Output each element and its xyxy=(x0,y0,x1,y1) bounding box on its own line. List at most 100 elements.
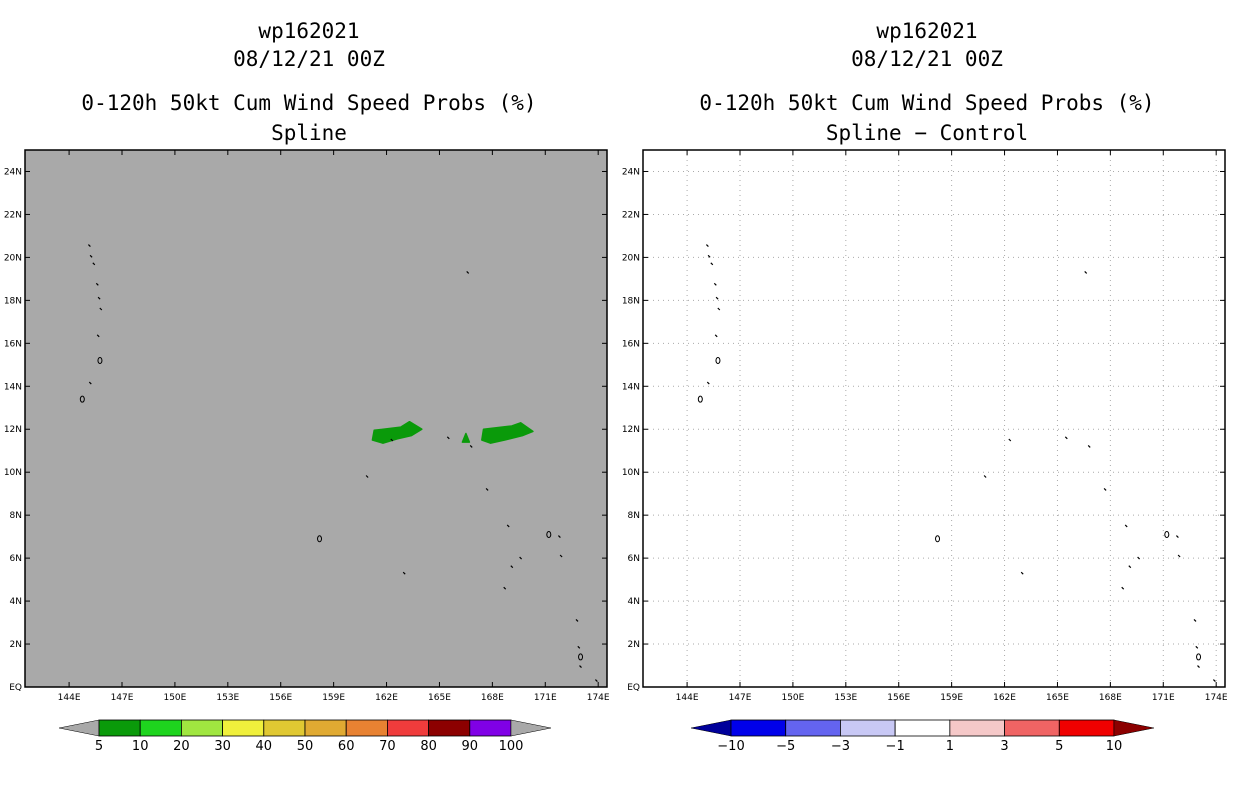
colorbar-label: 1 xyxy=(946,739,954,754)
colorbar-label: 30 xyxy=(214,739,231,754)
lon-label: 165E xyxy=(428,693,451,700)
colorbar-label: 5 xyxy=(1055,739,1063,754)
colorbar-label: 100 xyxy=(499,739,524,754)
island-rota xyxy=(88,381,92,385)
lat-label: 4N xyxy=(628,597,640,607)
colorbar-over-triangle xyxy=(510,719,552,737)
lon-label: 150E xyxy=(781,693,804,700)
right-colorbar: −10 −5 −3 −1 1 3 5 10 xyxy=(690,719,1155,754)
island-pagan xyxy=(715,296,719,300)
lat-label: 6N xyxy=(10,554,22,564)
colorbar-label: −10 xyxy=(717,739,744,754)
colorbar-label: 40 xyxy=(256,739,273,754)
colorbar-box xyxy=(469,719,512,737)
island-alamagan xyxy=(717,307,721,311)
left-probability-map: 144E 147E 150E 153E 156E 159E 162E 165E 168E 171E… xyxy=(4,149,610,700)
lat-label: 12N xyxy=(4,425,22,435)
island-maiana xyxy=(579,665,582,669)
lon-label: 156E xyxy=(887,693,910,700)
island-makin xyxy=(1212,679,1216,683)
lat-label: 14N xyxy=(622,382,640,392)
colorbar-over-triangle xyxy=(1113,719,1155,737)
island-bikini xyxy=(446,436,450,440)
colorbar-label: 10 xyxy=(1106,739,1123,754)
left-subtitle: Spline xyxy=(271,121,347,145)
lon-label: 144E xyxy=(676,693,699,700)
colorbar-under-triangle xyxy=(58,719,100,737)
lat-label: 16N xyxy=(622,339,640,349)
lat-label: 8N xyxy=(10,511,22,521)
prob-region-eastern xyxy=(481,422,534,444)
island-arno xyxy=(1175,535,1179,539)
island-agrihan xyxy=(95,282,99,286)
colorbar-label: 3 xyxy=(1000,739,1008,754)
lon-label: 168E xyxy=(481,693,504,700)
lon-label: 153E xyxy=(834,693,857,700)
island-kosrae xyxy=(1020,571,1024,575)
lat-label: 10N xyxy=(622,468,640,478)
colorbar-box xyxy=(304,719,347,737)
island-tarawa xyxy=(1196,653,1202,661)
lat-label: 18N xyxy=(4,296,22,306)
island-pohnpei xyxy=(935,535,941,543)
lat-label: EQ xyxy=(627,683,640,693)
colorbar-label: 50 xyxy=(297,739,314,754)
prob-region-western xyxy=(371,420,423,444)
island-butaritari xyxy=(575,618,579,622)
island-abaiang xyxy=(577,645,581,649)
lat-label: 14N xyxy=(4,382,22,392)
island-ailinglaplap xyxy=(506,524,510,528)
lat-label: 22N xyxy=(622,210,640,220)
lon-label: 156E xyxy=(269,693,292,700)
island-farallon-de-pajaros xyxy=(705,244,709,248)
island-maug xyxy=(89,254,93,258)
island-enewetak xyxy=(390,438,394,442)
colorbar-label: 5 xyxy=(95,739,103,754)
island-majuro xyxy=(546,530,552,538)
right-difference-map: 144E 147E 150E 153E 156E 159E 162E 165E 168E 171E… xyxy=(622,149,1228,700)
island-abaiang xyxy=(1195,645,1199,649)
island-saipan xyxy=(97,357,103,365)
colorbar-box xyxy=(263,719,306,737)
right-storm-id: wp162021 xyxy=(876,19,978,43)
island-asuncion xyxy=(92,262,96,266)
colorbar-label: −3 xyxy=(831,739,850,754)
island-rongelap xyxy=(1087,444,1091,448)
lat-label: 24N xyxy=(4,167,22,177)
island-farallon-de-pajaros xyxy=(87,244,91,248)
lon-label: 174E xyxy=(587,693,610,700)
island-guam xyxy=(697,395,703,403)
lat-label: 16N xyxy=(4,339,22,349)
left-colorbar: 5 10 20 30 40 50 60 70 80 90 100 xyxy=(58,719,552,754)
colorbar-box xyxy=(1004,719,1060,737)
lat-label: 22N xyxy=(4,210,22,220)
prob-region-small xyxy=(461,432,471,443)
island-saipan xyxy=(715,357,721,365)
island-ailinglaplap xyxy=(1124,524,1128,528)
island-arno xyxy=(557,535,561,539)
lon-label: 174E xyxy=(1205,693,1228,700)
lon-label: 162E xyxy=(375,693,398,700)
island-ebon xyxy=(1121,586,1125,590)
island-enewetak xyxy=(1008,438,1012,442)
lat-label: 12N xyxy=(622,425,640,435)
lat-label: 20N xyxy=(622,253,640,263)
lat-label: 10N xyxy=(4,468,22,478)
lat-label: 24N xyxy=(622,167,640,177)
island-agrihan xyxy=(713,282,717,286)
island-rota xyxy=(706,381,710,385)
island-kosrae xyxy=(402,571,406,575)
lat-label: 2N xyxy=(628,640,640,650)
colorbar-label: −5 xyxy=(776,739,795,754)
map-background xyxy=(643,150,1225,687)
island-anatahan xyxy=(714,334,718,338)
lat-label: 8N xyxy=(628,511,640,521)
lat-label: 2N xyxy=(10,640,22,650)
colorbar-box xyxy=(180,719,223,737)
lon-label: 150E xyxy=(163,693,186,700)
colorbar-label: 70 xyxy=(379,739,396,754)
map-background xyxy=(25,150,607,687)
lat-label: EQ xyxy=(9,683,22,693)
colorbar-label: 90 xyxy=(462,739,479,754)
island-asuncion xyxy=(710,262,714,266)
